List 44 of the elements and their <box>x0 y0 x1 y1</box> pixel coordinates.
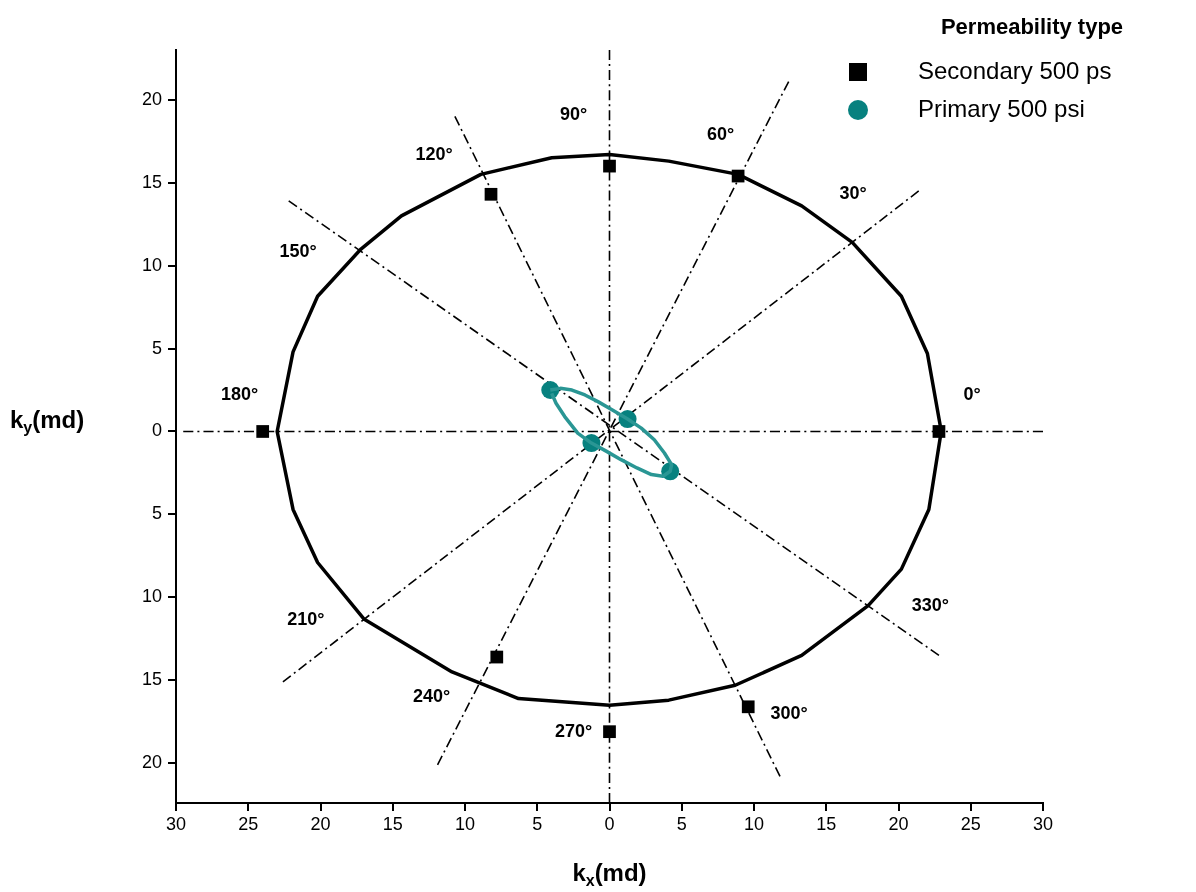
x-tick-label: 15 <box>816 813 837 834</box>
x-tick-label: 10 <box>743 813 765 834</box>
point <box>603 725 616 739</box>
x-tick-label: 25 <box>238 813 259 834</box>
point <box>484 187 498 201</box>
x-tick-label: 10 <box>454 813 476 834</box>
annotation: 120° <box>415 144 453 165</box>
y-tick-label: 10 <box>141 254 162 275</box>
x-tick-label: 25 <box>960 813 981 834</box>
y-tick-label: 20 <box>141 88 162 109</box>
x-tick-label: 20 <box>310 813 331 834</box>
y-tick-label: 15 <box>141 171 162 192</box>
point <box>603 159 616 173</box>
x-tick-label: 5 <box>676 813 687 834</box>
x-tick-label: 20 <box>888 813 909 834</box>
annotation: 30° <box>839 183 867 204</box>
x-tick-label: 30 <box>1032 813 1054 834</box>
annotation: 270° <box>554 720 593 741</box>
annotation: 60° <box>706 123 735 144</box>
annotation: 210° <box>287 609 325 630</box>
y-tick-label: 5 <box>151 337 162 358</box>
point <box>932 425 946 438</box>
annotation: 180° <box>220 384 259 405</box>
x-tick-label: 30 <box>165 813 187 834</box>
annotation: 300° <box>770 703 808 724</box>
annotation: 240° <box>412 685 451 706</box>
point <box>741 700 755 714</box>
y-tick-label: 20 <box>141 752 162 773</box>
y-tick-label: 0 <box>151 420 162 441</box>
legend-label: Primary 500 psi <box>918 94 1085 122</box>
annotation: 90° <box>559 103 588 124</box>
legend-label: Secondary 500 ps <box>918 56 1112 84</box>
x-tick-label: 5 <box>532 813 543 834</box>
y-tick-label: 5 <box>151 503 162 524</box>
x-tick-label: 15 <box>382 813 403 834</box>
annotation: 0° <box>963 384 981 405</box>
annotation: 330° <box>911 594 949 615</box>
annotation: 150° <box>279 240 317 261</box>
y-tick-label: 10 <box>141 586 162 607</box>
x-tick-label: 0 <box>604 813 615 834</box>
legend-title: Permeability type <box>940 14 1124 40</box>
y-tick-label: 15 <box>141 669 162 690</box>
point <box>256 425 270 438</box>
point <box>490 650 504 664</box>
